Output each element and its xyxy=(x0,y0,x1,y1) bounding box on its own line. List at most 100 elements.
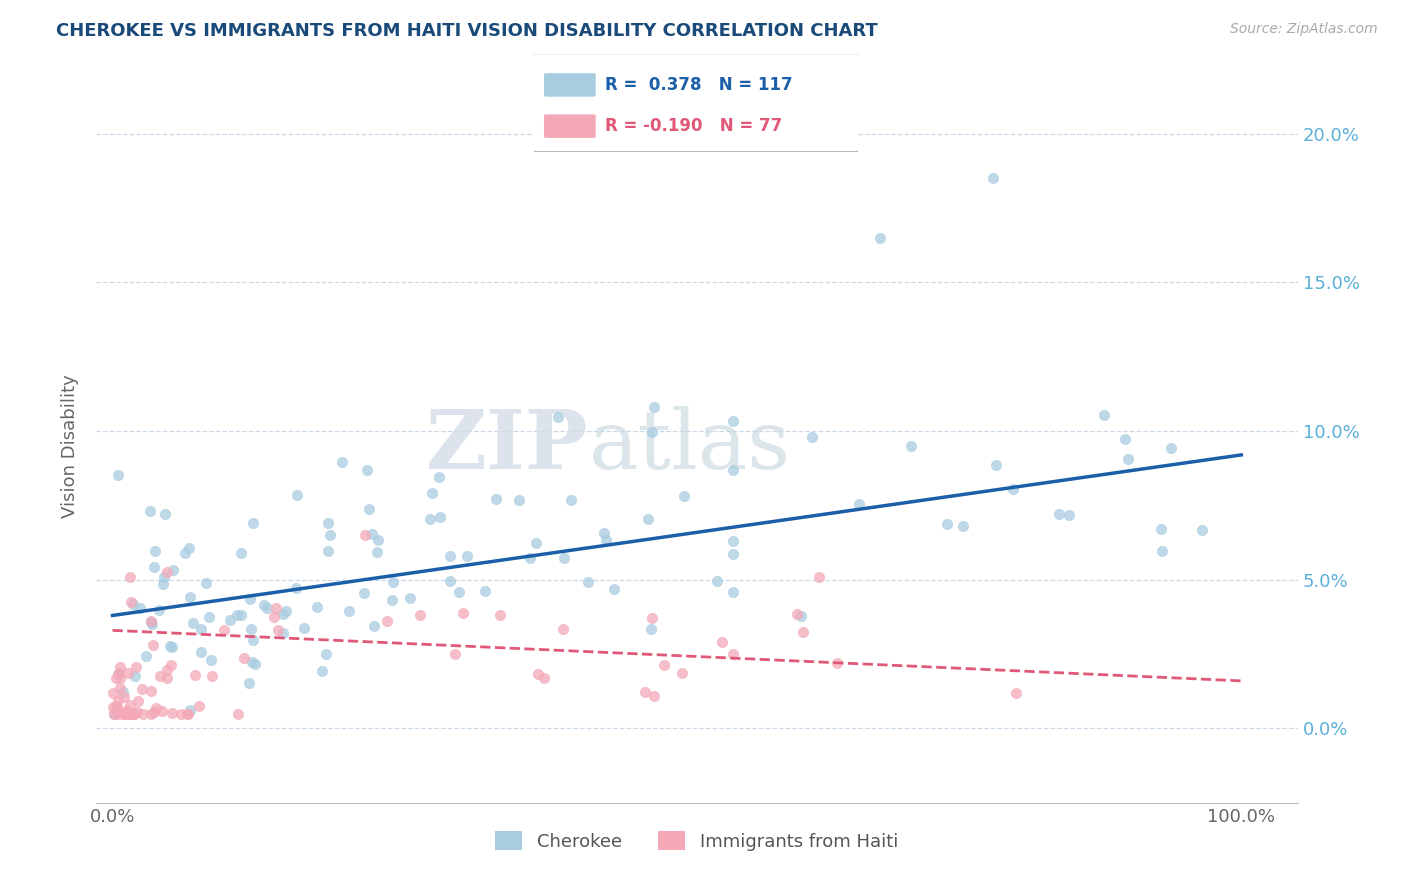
Immigrants from Haiti xyxy=(142,639,165,653)
Immigrants from Haiti xyxy=(141,683,163,698)
Cherokee xyxy=(122,597,145,611)
Cherokee xyxy=(143,544,166,558)
Immigrants from Haiti xyxy=(375,614,398,628)
Cherokee xyxy=(256,601,278,615)
Cherokee xyxy=(316,543,339,558)
Cherokee xyxy=(723,547,745,561)
Cherokee xyxy=(1150,522,1173,536)
Cherokee xyxy=(935,517,957,532)
Immigrants from Haiti xyxy=(643,689,665,703)
Immigrants from Haiti xyxy=(124,706,146,721)
Cherokee xyxy=(640,623,662,637)
Cherokee xyxy=(1057,508,1080,522)
Cherokee xyxy=(285,581,308,595)
Immigrants from Haiti xyxy=(233,651,256,665)
Cherokee xyxy=(869,231,891,245)
Cherokee xyxy=(1002,482,1025,496)
Cherokee xyxy=(553,551,575,566)
Immigrants from Haiti xyxy=(187,699,209,714)
Cherokee xyxy=(139,504,162,518)
Immigrants from Haiti xyxy=(145,701,167,715)
Cherokee xyxy=(1191,523,1213,537)
FancyBboxPatch shape xyxy=(544,114,596,138)
Cherokee xyxy=(242,632,264,647)
Cherokee xyxy=(381,593,404,607)
Cherokee xyxy=(353,586,375,600)
Cherokee xyxy=(292,621,315,635)
Cherokee xyxy=(547,410,569,425)
Immigrants from Haiti xyxy=(444,648,467,662)
Y-axis label: Vision Disability: Vision Disability xyxy=(60,374,79,518)
Cherokee xyxy=(984,458,1007,473)
Cherokee xyxy=(367,533,389,547)
Cherokee xyxy=(271,607,294,621)
Immigrants from Haiti xyxy=(160,706,183,721)
Immigrants from Haiti xyxy=(108,681,131,696)
Cherokee xyxy=(305,599,328,614)
Immigrants from Haiti xyxy=(112,706,135,721)
Immigrants from Haiti xyxy=(267,624,290,638)
Immigrants from Haiti xyxy=(641,610,664,624)
Cherokee xyxy=(801,430,824,444)
Immigrants from Haiti xyxy=(121,706,143,721)
Cherokee xyxy=(112,685,135,699)
Cherokee xyxy=(485,492,508,507)
Immigrants from Haiti xyxy=(132,706,155,721)
Cherokee xyxy=(637,512,659,526)
Cherokee xyxy=(593,526,616,541)
Cherokee xyxy=(848,497,870,511)
Text: CHEROKEE VS IMMIGRANTS FROM HAITI VISION DISABILITY CORRELATION CHART: CHEROKEE VS IMMIGRANTS FROM HAITI VISION… xyxy=(56,22,877,40)
Immigrants from Haiti xyxy=(634,685,657,699)
Immigrants from Haiti xyxy=(786,607,808,621)
Cherokee xyxy=(723,463,745,477)
Immigrants from Haiti xyxy=(101,699,124,714)
Immigrants from Haiti xyxy=(107,700,129,714)
Cherokee xyxy=(524,536,547,550)
Cherokee xyxy=(160,640,183,655)
Cherokee xyxy=(1116,451,1139,466)
FancyBboxPatch shape xyxy=(531,54,860,152)
Cherokee xyxy=(153,570,176,584)
Cherokee xyxy=(382,575,405,590)
Cherokee xyxy=(141,617,163,632)
Immigrants from Haiti xyxy=(125,705,148,719)
Cherokee xyxy=(1160,442,1182,456)
Immigrants from Haiti xyxy=(112,690,135,705)
Text: atlas: atlas xyxy=(589,406,790,486)
Cherokee xyxy=(560,493,582,508)
Cherokee xyxy=(311,664,333,678)
Immigrants from Haiti xyxy=(825,656,848,670)
Cherokee xyxy=(179,703,201,717)
Immigrants from Haiti xyxy=(122,706,145,721)
Cherokee xyxy=(706,574,728,588)
Cherokee xyxy=(356,463,378,477)
Cherokee xyxy=(595,533,617,547)
Immigrants from Haiti xyxy=(107,666,129,681)
Cherokee xyxy=(239,591,262,606)
Immigrants from Haiti xyxy=(409,608,432,623)
Immigrants from Haiti xyxy=(1004,686,1026,700)
Immigrants from Haiti xyxy=(141,706,163,721)
Cherokee xyxy=(179,590,201,604)
Cherokee xyxy=(190,644,212,658)
Cherokee xyxy=(981,171,1004,186)
Immigrants from Haiti xyxy=(551,622,574,636)
Cherokee xyxy=(240,655,263,669)
Immigrants from Haiti xyxy=(141,615,163,629)
Cherokee xyxy=(148,603,170,617)
Cherokee xyxy=(419,512,441,526)
Immigrants from Haiti xyxy=(156,565,179,579)
Immigrants from Haiti xyxy=(112,706,135,721)
Immigrants from Haiti xyxy=(120,595,142,609)
Cherokee xyxy=(135,649,157,664)
Cherokee xyxy=(190,622,212,636)
Immigrants from Haiti xyxy=(124,660,146,674)
Cherokee xyxy=(723,414,745,428)
Immigrants from Haiti xyxy=(723,647,745,661)
Text: Source: ZipAtlas.com: Source: ZipAtlas.com xyxy=(1230,22,1378,37)
Immigrants from Haiti xyxy=(118,706,141,721)
Immigrants from Haiti xyxy=(142,706,165,720)
Cherokee xyxy=(449,585,471,599)
Immigrants from Haiti xyxy=(177,706,200,721)
Immigrants from Haiti xyxy=(115,704,138,718)
